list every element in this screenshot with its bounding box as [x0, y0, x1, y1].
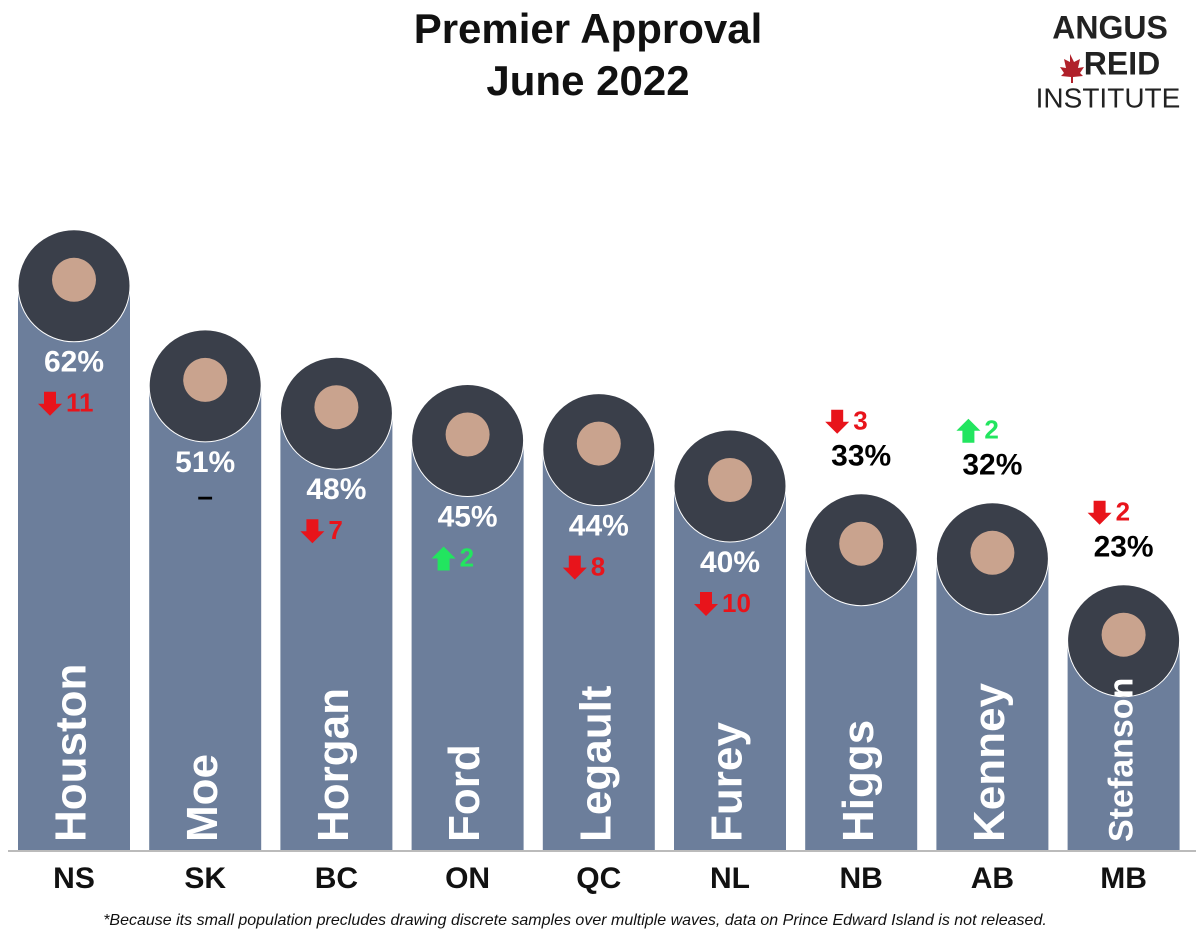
premier-photo-face — [839, 521, 884, 566]
down-arrow — [300, 519, 325, 544]
change-label: 7 — [328, 515, 342, 545]
down-arrow — [694, 592, 718, 616]
bar — [674, 486, 786, 850]
value-label: 44% — [569, 510, 629, 543]
premier-name: Stefanson — [1103, 678, 1141, 842]
premier-name: Ford — [440, 744, 489, 842]
logo-text: REID — [1084, 45, 1160, 81]
logo-text: ANGUS — [1052, 9, 1168, 45]
x-tick-label: AB — [971, 862, 1014, 895]
chart-title: Premier Approval — [414, 5, 763, 52]
value-label: 62% — [44, 346, 104, 379]
value-label: 48% — [306, 473, 366, 506]
bar — [18, 285, 130, 850]
up-arrow — [956, 418, 981, 443]
change-label: 10 — [722, 588, 751, 618]
change-label: 2 — [460, 542, 474, 572]
premier-name: Furey — [703, 722, 752, 842]
x-tick-label: NS — [53, 862, 95, 895]
change-label: 2 — [1116, 497, 1130, 527]
premier-name: Horgan — [309, 688, 358, 842]
x-tick-label: ON — [445, 862, 490, 895]
premier-photo-face — [52, 257, 96, 302]
x-tick-label: QC — [576, 862, 621, 895]
x-tick-label: NB — [840, 862, 883, 895]
premier-name: Moe — [178, 754, 227, 842]
down-arrow — [38, 391, 62, 416]
change-label: 3 — [853, 406, 867, 436]
down-arrow — [562, 555, 587, 580]
value-label: 33% — [831, 440, 891, 473]
value-label: 51% — [175, 446, 235, 479]
down-arrow — [825, 409, 850, 434]
change-label: 2 — [984, 415, 998, 445]
value-label: 40% — [700, 546, 760, 579]
footnote: *Because its small population precludes … — [103, 912, 1047, 929]
premier-photo-face — [445, 412, 490, 457]
bar — [149, 385, 262, 850]
logo: ANGUS REID INSTITUTE — [1036, 9, 1181, 113]
bar — [280, 413, 393, 850]
x-tick-label: BC — [315, 862, 358, 895]
change-label: 8 — [591, 551, 605, 581]
down-arrow — [1087, 500, 1112, 525]
bar — [542, 449, 655, 850]
value-label: 45% — [438, 500, 498, 533]
premier-photo-face — [576, 421, 621, 466]
premier-photo-face — [708, 458, 752, 502]
logo-text: INSTITUTE — [1036, 82, 1181, 113]
bar — [411, 440, 524, 850]
premier-photo-face — [314, 385, 359, 430]
premier-name: Legault — [571, 685, 620, 842]
x-tick-label: MB — [1100, 862, 1147, 895]
x-tick-label: NL — [710, 862, 750, 895]
premier-photo-face — [1101, 612, 1146, 657]
premier-name: Higgs — [834, 720, 883, 842]
value-label: 32% — [962, 449, 1022, 482]
up-arrow — [431, 546, 456, 571]
change-label: – — [197, 480, 213, 511]
change-label: 11 — [66, 388, 94, 418]
x-tick-label: SK — [184, 862, 226, 895]
value-label: 23% — [1094, 531, 1154, 564]
premier-name: Houston — [47, 664, 96, 842]
premier-photo-face — [970, 530, 1015, 575]
chart-subtitle: June 2022 — [486, 57, 689, 104]
premier-photo-face — [183, 357, 228, 402]
logo-leaf — [1060, 54, 1084, 83]
premier-name: Kenney — [965, 683, 1014, 842]
